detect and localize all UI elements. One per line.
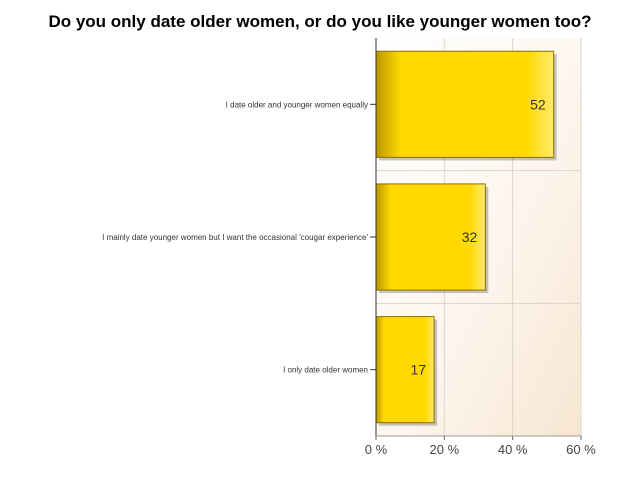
chart-title: Do you only date older women, or do you … bbox=[48, 12, 592, 31]
category-label-0: I date older and younger women equally bbox=[226, 100, 368, 109]
x-tick-label-1: 20 % bbox=[430, 442, 460, 457]
category-label-2: I only date older women bbox=[283, 366, 368, 375]
axes: 0 % 20 % 40 % 60 % I date older and younger … bbox=[102, 38, 596, 457]
bar-0 bbox=[375, 50, 555, 158]
bar-value-label-2: 17 bbox=[411, 362, 427, 378]
bar-2 bbox=[375, 316, 435, 424]
bar-value-label-0: 52 bbox=[530, 96, 546, 112]
x-tick-label-0: 0 % bbox=[365, 442, 388, 457]
x-tick-label-3: 60 % bbox=[566, 442, 596, 457]
category-label-1: I mainly date younger women but I want t… bbox=[102, 233, 368, 242]
bar-1 bbox=[375, 183, 486, 291]
bars: 52 32 17 bbox=[375, 50, 557, 426]
bar-value-label-1: 32 bbox=[462, 229, 478, 245]
x-tick-label-2: 40 % bbox=[498, 442, 528, 457]
